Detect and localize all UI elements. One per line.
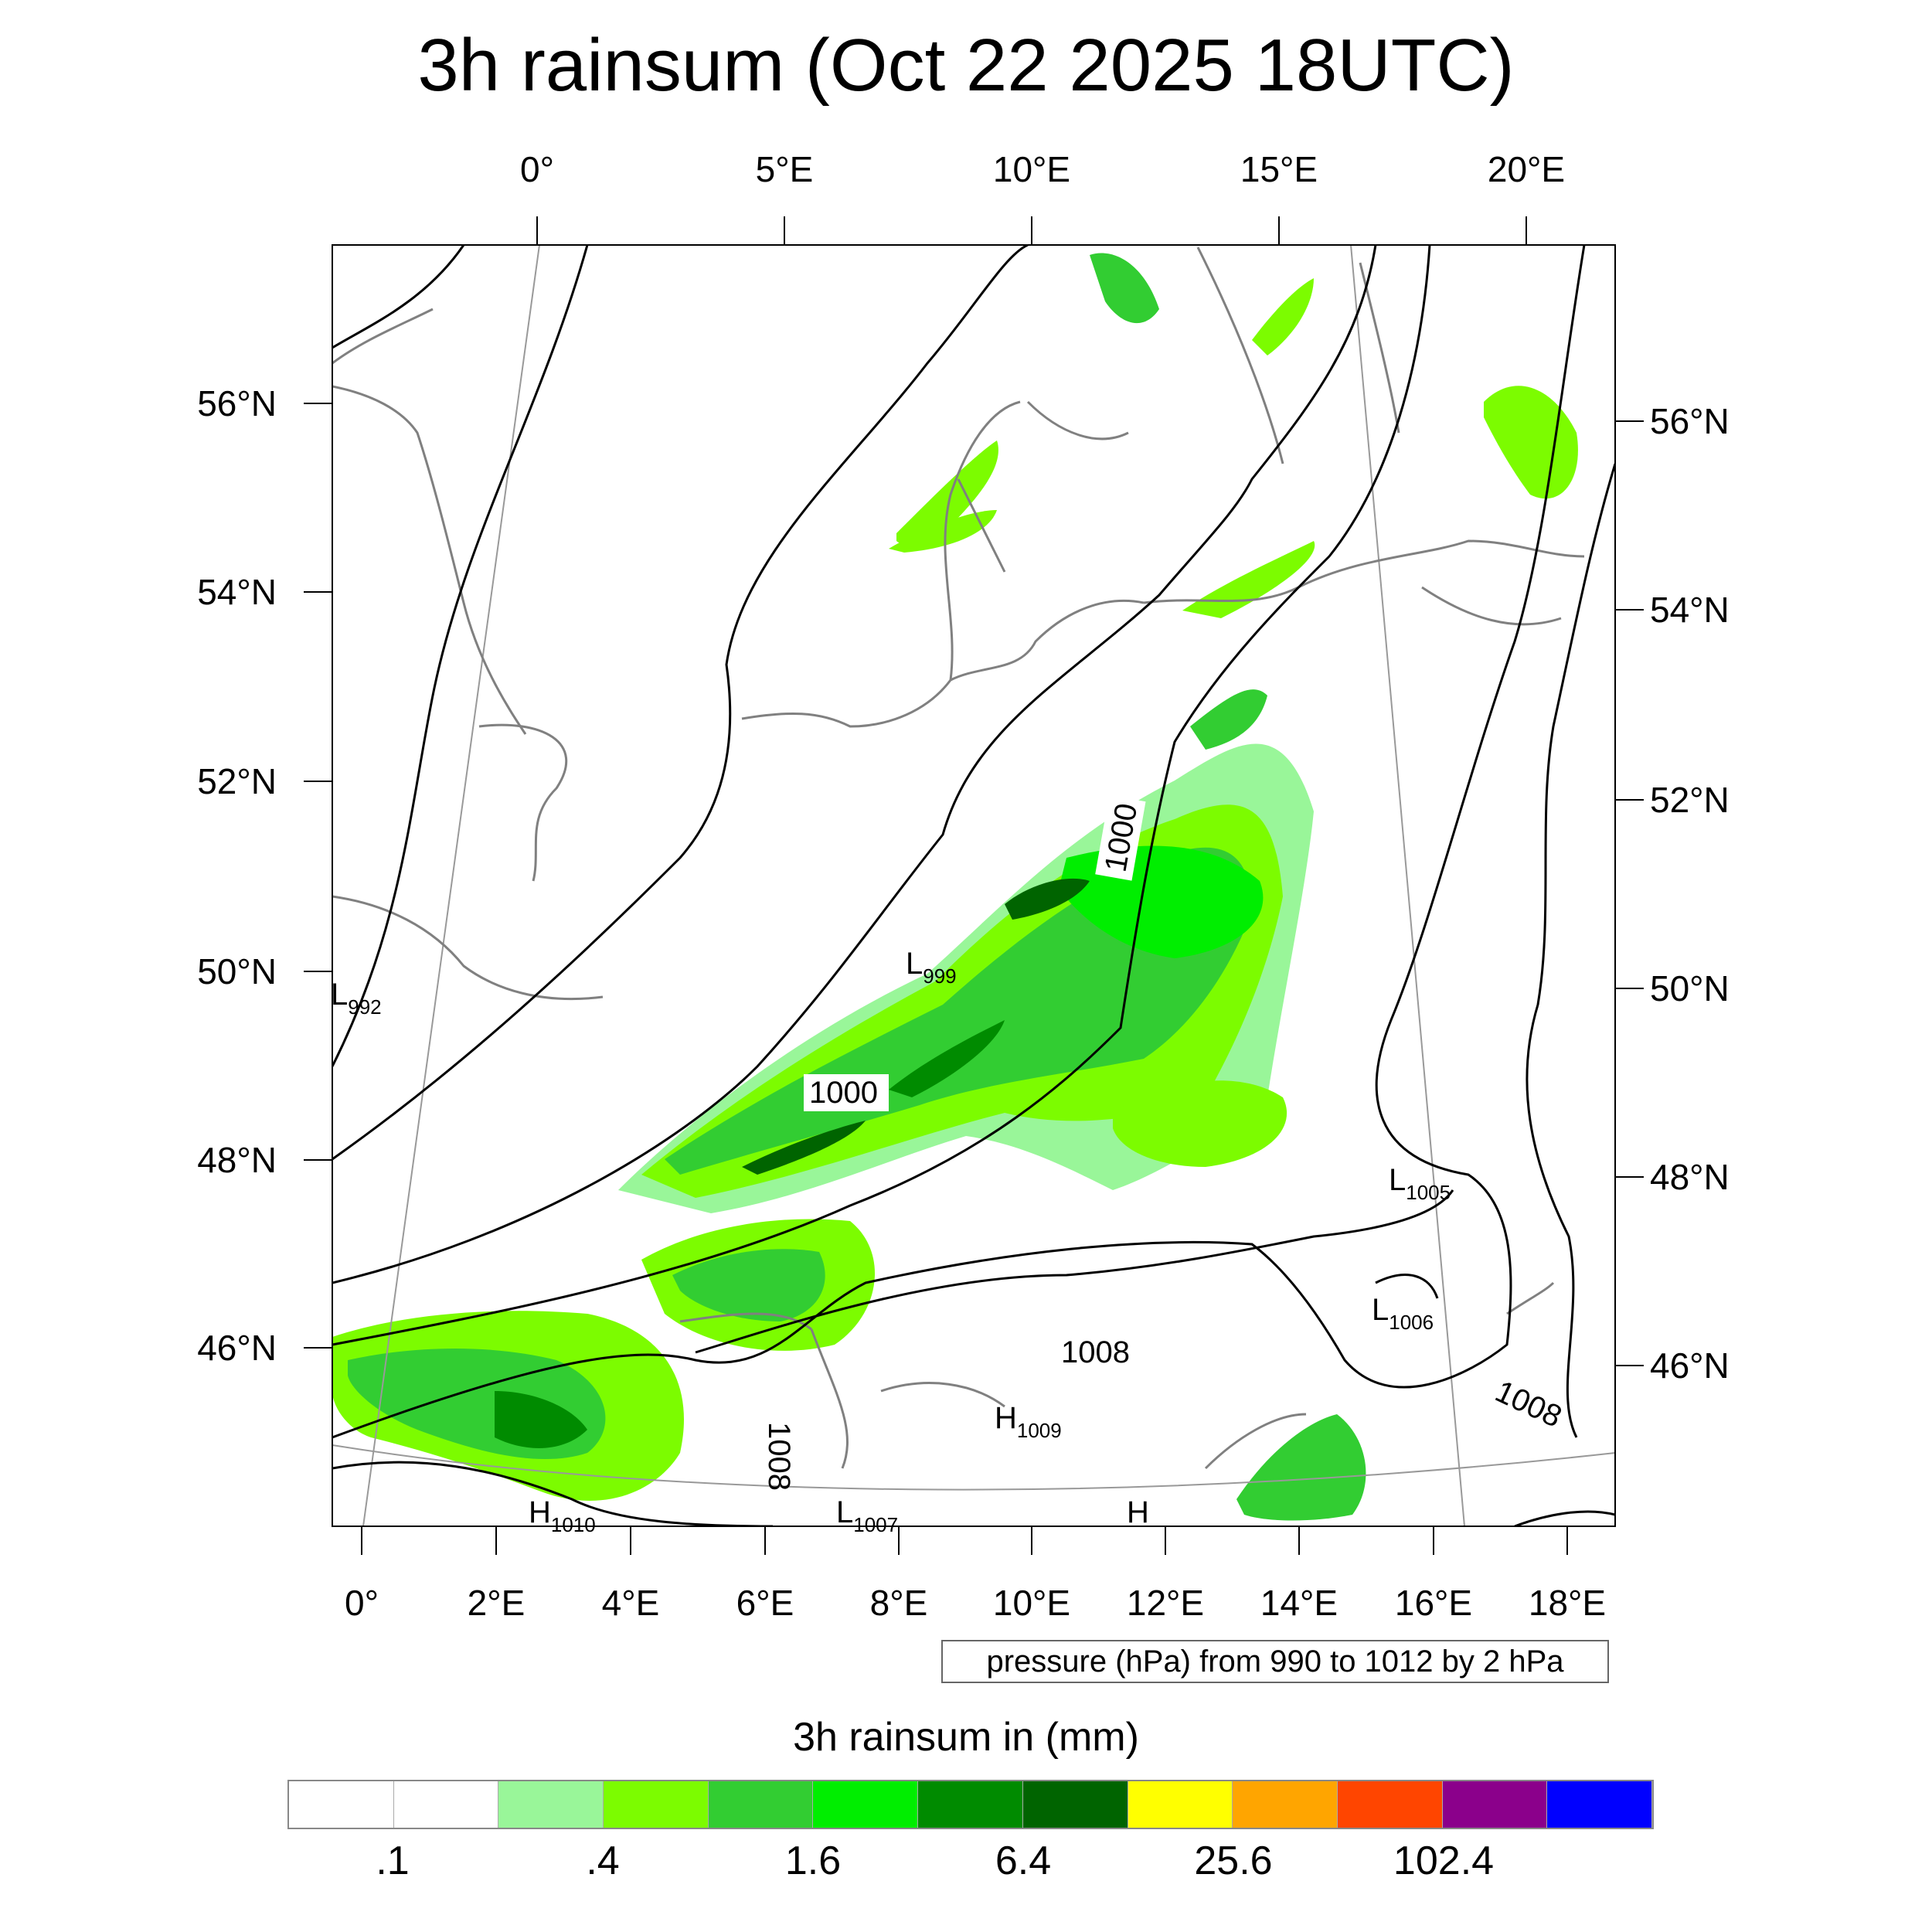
contour-label: 1008 <box>762 1422 796 1491</box>
rain-sweden <box>1090 253 1159 324</box>
left-lat-label: 54°N <box>197 572 277 612</box>
top-lon-label: 20°E <box>1488 149 1565 189</box>
top-lon-label: 5°E <box>756 149 814 189</box>
rain-denmark <box>896 440 998 544</box>
left-lat-label: 52°N <box>197 761 277 801</box>
colorbar-swatch <box>1547 1781 1652 1828</box>
bottom-lon-labels: 0° 2°E 4°E 6°E 8°E 10°E 12°E 14°E 16°E 1… <box>345 1583 1606 1623</box>
colorbar-swatch <box>498 1781 604 1828</box>
rain-north-sea <box>889 510 997 553</box>
colorbar-label: .1 <box>376 1838 410 1883</box>
top-lon-labels: 0° 5°E 10°E 15°E 20°E <box>520 149 1565 189</box>
right-lat-label: 54°N <box>1650 590 1730 630</box>
contour-label: 1008 <box>1490 1374 1566 1434</box>
colorbar-swatch <box>918 1781 1023 1828</box>
left-ticks <box>304 403 332 1349</box>
rain-band-dark-3 <box>742 1121 866 1175</box>
colorbar-swatch <box>604 1781 709 1828</box>
colorbar <box>287 1780 1654 1829</box>
rain-sw-dark <box>495 1391 587 1448</box>
bottom-ticks <box>361 1526 1568 1555</box>
bottom-lon-label: 6°E <box>736 1583 794 1623</box>
bottom-lon-label: 0° <box>345 1583 379 1623</box>
top-lon-label: 15°E <box>1240 149 1318 189</box>
colorbar-swatch <box>1442 1781 1548 1828</box>
top-ticks <box>536 216 1527 245</box>
left-lat-label: 46°N <box>197 1328 277 1368</box>
bottom-lon-label: 14°E <box>1260 1583 1338 1623</box>
isobars <box>332 245 1615 1526</box>
bottom-lon-label: 12°E <box>1127 1583 1204 1623</box>
colorbar-label: .4 <box>586 1838 620 1883</box>
high-marker: H <box>1127 1495 1149 1529</box>
low-marker: L1007 <box>836 1495 898 1536</box>
rain-east <box>1113 1080 1287 1167</box>
precipitation-shading <box>332 253 1578 1521</box>
colorbar-label: 102.4 <box>1393 1838 1495 1883</box>
map-frame <box>332 244 1616 1527</box>
high-marker: H1010 <box>529 1495 596 1536</box>
right-lat-labels: 56°N 54°N 52°N 50°N 48°N 46°N <box>1650 401 1730 1386</box>
colorbar-swatch <box>708 1781 814 1828</box>
colorbar-swatch <box>289 1781 394 1828</box>
low-marker: L1006 <box>1372 1293 1434 1334</box>
bottom-lon-label: 2°E <box>468 1583 526 1623</box>
rain-band-dark-1 <box>889 1020 1005 1097</box>
map-title: 3h rainsum (Oct 22 2025 18UTC) <box>417 24 1515 107</box>
rain-alps-core <box>672 1249 825 1321</box>
rain-band-dark-2 <box>1005 878 1090 920</box>
bottom-lon-label: 10°E <box>993 1583 1070 1623</box>
colorbar-label: 6.4 <box>995 1838 1052 1883</box>
right-lat-label: 56°N <box>1650 401 1730 441</box>
bottom-lon-label: 18°E <box>1529 1583 1606 1623</box>
colorbar-swatch <box>1128 1781 1233 1828</box>
colorbar-swatch <box>1233 1781 1338 1828</box>
colorbar-swatch <box>813 1781 919 1828</box>
legend-title: 3h rainsum in (mm) <box>793 1715 1139 1760</box>
colorbar-swatch <box>1022 1781 1128 1828</box>
low-marker: L992 <box>331 978 382 1019</box>
right-lat-label: 46°N <box>1650 1345 1730 1386</box>
map-field <box>332 245 1615 1526</box>
right-lat-label: 52°N <box>1650 780 1730 820</box>
rain-north-central <box>1190 689 1267 750</box>
pressure-info-box: pressure (hPa) from 990 to 1012 by 2 hPa <box>941 1640 1609 1683</box>
bottom-lon-label: 8°E <box>870 1583 928 1623</box>
left-lat-label: 50°N <box>197 951 277 992</box>
rain-baltic-2 <box>1252 278 1314 355</box>
left-lat-label: 48°N <box>197 1140 277 1180</box>
contour-label: 1008 <box>1061 1335 1130 1369</box>
colorbar-swatch <box>393 1781 499 1828</box>
right-lat-label: 50°N <box>1650 968 1730 1009</box>
top-lon-label: 10°E <box>993 149 1070 189</box>
high-marker: H1009 <box>995 1401 1062 1442</box>
rain-baltic <box>1182 541 1315 618</box>
contour-label: 1000 <box>809 1076 878 1110</box>
right-ticks <box>1615 420 1644 1366</box>
colorbar-label: 25.6 <box>1194 1838 1273 1883</box>
top-lon-label: 0° <box>520 149 554 189</box>
left-lat-labels: 56°N 54°N 52°N 50°N 48°N 46°N <box>197 383 277 1368</box>
bottom-lon-label: 4°E <box>602 1583 660 1623</box>
rain-poland-ne <box>1484 386 1578 499</box>
colorbar-swatch <box>1337 1781 1443 1828</box>
right-lat-label: 48°N <box>1650 1157 1730 1197</box>
bottom-lon-label: 16°E <box>1395 1583 1472 1623</box>
colorbar-label: 1.6 <box>784 1838 842 1883</box>
left-lat-label: 56°N <box>197 383 277 423</box>
rain-adriatic <box>1236 1414 1366 1521</box>
